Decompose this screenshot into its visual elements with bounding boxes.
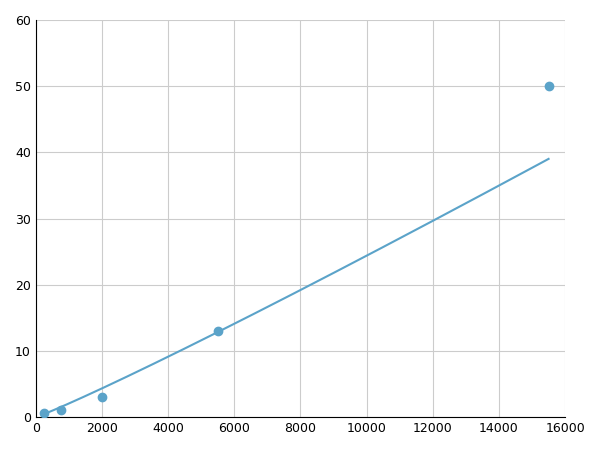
Point (213, 328, 223, 335)
Point (56, 406, 65, 414)
Point (544, 83, 553, 90)
Point (40, 409, 49, 416)
Point (97, 393, 107, 400)
